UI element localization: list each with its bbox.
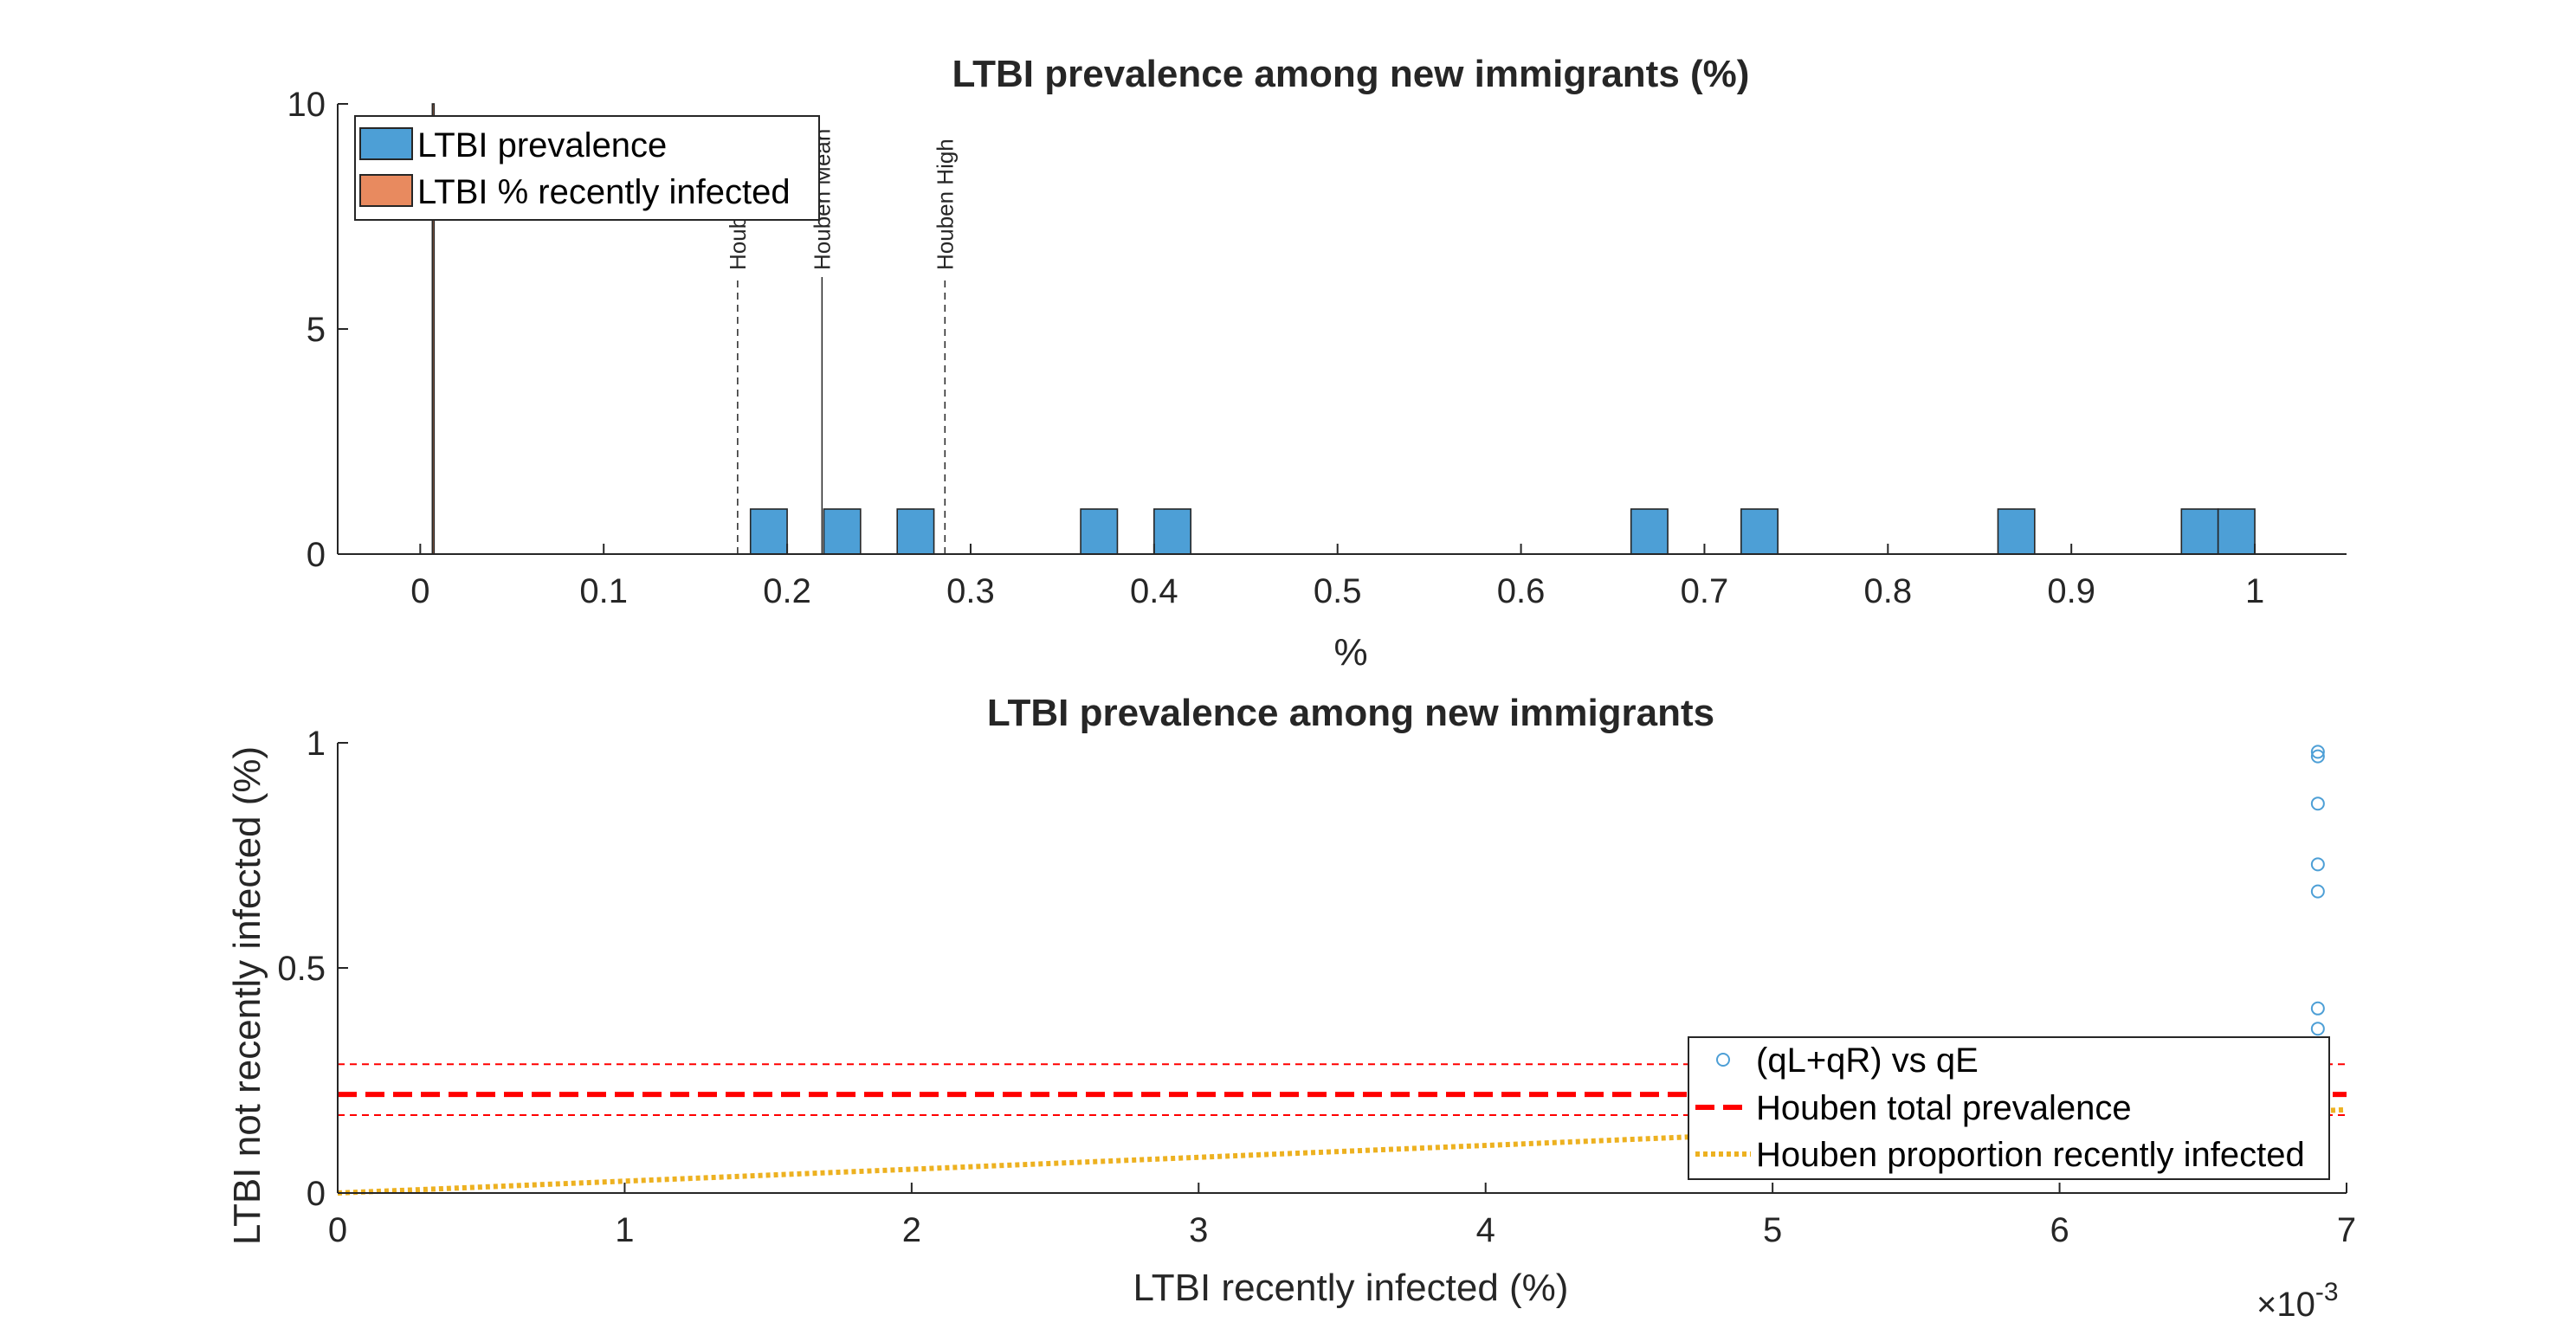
scatter-point-5	[2310, 1001, 2325, 1016]
legend-label-houben-recent: Houben proportion recently infected	[1756, 1136, 2305, 1174]
chart2-axes: 0 1 2 3 4 5 6 7 0 0.5 1	[277, 725, 2356, 1249]
chart1-legend: LTBI prevalence LTBI % recently infected	[354, 115, 820, 221]
chart2-xtick-label-7: 7	[2337, 1211, 2356, 1249]
bar-0-7	[1997, 508, 2036, 555]
chart2-ytick-label-0: 0	[307, 1175, 326, 1213]
legend-swatch-ltbi-prevalence	[359, 127, 413, 160]
chart2-ytick-label-1: 0.5	[277, 950, 326, 988]
bar-0-1	[823, 508, 862, 555]
scatter-point-0	[2310, 745, 2325, 759]
chart1-legend-box	[354, 115, 820, 221]
chart1-xtick-label-2: 0.2	[763, 572, 811, 610]
chart1-ytick-label-2: 10	[287, 86, 326, 124]
legend-label-houben-total: Houben total prevalence	[1756, 1089, 2132, 1127]
chart1-xtick-label-3: 0.3	[946, 572, 995, 610]
chart2-ytick-label-2: 1	[307, 725, 326, 763]
bar-0-2	[896, 508, 935, 555]
bar-0-5	[1630, 508, 1669, 555]
chart2-xtick-label-2: 2	[902, 1211, 921, 1249]
bar-0-4	[1153, 508, 1192, 555]
scatter-point-2	[2310, 796, 2325, 811]
chart1-title: LTBI prevalence among new immigrants (%)	[952, 53, 1750, 95]
chart2-xtick-label-3: 3	[1189, 1211, 1208, 1249]
chart2-xtick-label-5: 5	[1763, 1211, 1782, 1249]
chart1-xtick-label-7: 0.7	[1681, 572, 1729, 610]
legend-label-ltbi-prevalence: LTBI prevalence	[417, 126, 667, 164]
chart2-xlabel: LTBI recently infected (%)	[1133, 1267, 1569, 1309]
chart1-xtick-label-1: 0.1	[579, 572, 628, 610]
legend-swatch-ltbi-recently-infected	[359, 174, 413, 207]
chart1-xtick-label-8: 0.8	[1864, 572, 1913, 610]
chart1-bars	[431, 103, 2256, 555]
scatter-point-4	[2310, 884, 2325, 899]
chart1-xtick-label-9: 0.9	[2047, 572, 2095, 610]
histogram-chart: LTBI prevalence among new immigrants (%)…	[287, 53, 2347, 674]
chart2-ylabel: LTBI not recently infected (%)	[226, 746, 268, 1245]
scatter-point-3	[2310, 857, 2325, 872]
chart2-xtick-label-4: 4	[1476, 1211, 1495, 1249]
chart2-xtick-label-6: 6	[2050, 1211, 2069, 1249]
legend-label-scatter: (qL+qR) vs qE	[1756, 1042, 1979, 1080]
chart1-ytick-label-1: 5	[307, 311, 326, 349]
chart2-title: LTBI prevalence among new immigrants	[987, 692, 1714, 734]
chart1-xtick-label-6: 0.6	[1497, 572, 1546, 610]
bar-0-3	[1080, 508, 1119, 555]
chart1-xlabel: %	[1333, 631, 1367, 674]
chart2-legend-box	[1688, 1036, 2330, 1180]
bar-0-6	[1740, 508, 1779, 555]
bar-0-9	[2217, 508, 2256, 555]
reference-label-2: Houben High	[932, 139, 958, 270]
scatter-point-1	[2310, 749, 2325, 764]
chart2-legend: (qL+qR) vs qE Houben total prevalence Ho…	[1688, 1036, 2330, 1180]
bar-0-8	[2180, 508, 2219, 555]
chart2-x-exponent: ×10-3	[2256, 1278, 2339, 1324]
chart2-xtick-label-1: 1	[615, 1211, 634, 1249]
chart1-xtick-label-4: 0.4	[1130, 572, 1178, 610]
bar-0-0	[749, 508, 788, 555]
chart1-xtick-label-0: 0	[410, 572, 429, 610]
chart1-xtick-label-5: 0.5	[1314, 572, 1362, 610]
legend-marker-scatter	[1716, 1053, 1730, 1067]
scatter-point-6	[2310, 1022, 2325, 1036]
scatter-chart: LTBI prevalence among new immigrants 0 1 2…	[226, 692, 2356, 1324]
chart1-ytick-label-0: 0	[307, 536, 326, 574]
chart1-xtick-label-10: 1	[2245, 572, 2264, 610]
legend-label-ltbi-recently-infected: LTBI % recently infected	[417, 173, 791, 211]
chart2-xtick-label-0: 0	[328, 1211, 347, 1249]
